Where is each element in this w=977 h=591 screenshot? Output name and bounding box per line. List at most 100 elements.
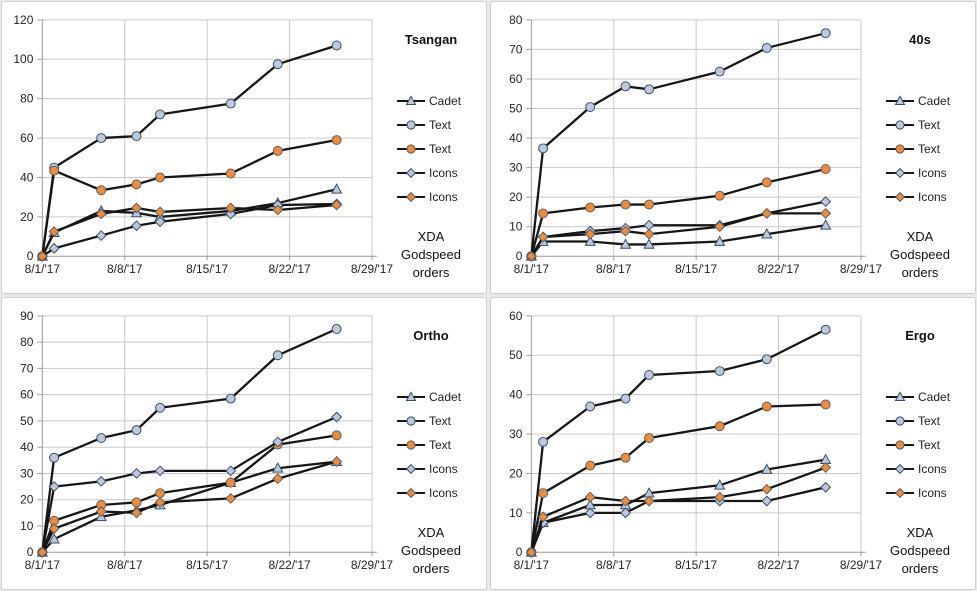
y-tick-label: 40 (20, 170, 34, 184)
legend-diamond-icon (397, 191, 425, 203)
y-tick-label: 50 (509, 348, 523, 362)
legend-item-icons-blue: Icons (885, 161, 950, 185)
x-tick-label: 8/1/'17 (514, 558, 550, 572)
footnote-line: XDA (906, 229, 934, 244)
y-tick-label: 100 (13, 52, 33, 66)
footnote-line: orders (901, 265, 939, 280)
legend-circle-icon (886, 120, 914, 130)
legend-label: Icons (429, 462, 458, 476)
x-tick-label: 8/22/'17 (758, 558, 800, 572)
legend-circle-icon (397, 144, 425, 154)
y-tick-label: 90 (20, 309, 34, 323)
legend-triangle-icon (886, 95, 914, 105)
chart-panel-40s[interactable]: 0 10 20 30 40 50 60 70 80 8/1/'17 8/8/'17 8/15/'17 8… (490, 1, 976, 294)
tsangan-plot-area: 0 20 40 60 80 100 120 8/1/'17 8/8/'17 8/15/'17 8/2… (13, 13, 393, 276)
legend-item-icons-blue: Icons (885, 457, 950, 481)
y-tick-label: 120 (13, 13, 33, 27)
x-tick-label: 8/15/'17 (675, 558, 717, 572)
chart-footnote: XDA Godspeed orders (867, 228, 973, 282)
legend-label: Text (429, 118, 452, 132)
legend-label: Icons (429, 166, 458, 180)
legend-item-icons-blue: Icons (396, 161, 461, 185)
y-tick-label: 10 (509, 506, 523, 520)
legend-label: Text (429, 414, 452, 428)
legend-diamond-icon (397, 167, 425, 179)
series-text-orange (37, 430, 342, 558)
x-tick-label: 8/1/'17 (25, 558, 61, 572)
series-icons-orange (525, 207, 832, 262)
legend-diamond-icon (886, 463, 914, 475)
legend-diamond-icon (397, 463, 425, 475)
chart-footnote: XDA Godspeed orders (378, 524, 484, 578)
x-tick-label: 8/8/'17 (107, 558, 143, 572)
x-tick-label: 8/8/'17 (596, 262, 632, 276)
y-tick-label: 0 (516, 545, 523, 559)
chart-title: Tsangan (404, 32, 458, 47)
legend-label: Text (918, 142, 941, 156)
legend-label: Text (918, 414, 941, 428)
legend-item-icons-blue: Icons (396, 457, 461, 481)
chart-panel-ortho[interactable]: 0 10 20 30 40 50 60 70 80 90 8/1/'17 8/8/'17 8/15/'1… (1, 297, 487, 590)
legend-label: Cadet (918, 94, 951, 108)
y-tick-label: 20 (20, 493, 34, 507)
legend-label: Icons (918, 166, 947, 180)
legend-circle-icon (397, 416, 425, 426)
legend-diamond-icon (397, 487, 425, 499)
legend-label: Cadet (918, 390, 951, 404)
legend-diamond-icon (886, 167, 914, 179)
y-tick-label: 0 (27, 249, 34, 263)
legend-circle-icon (886, 144, 914, 154)
y-tick-label: 40 (509, 131, 523, 145)
gridlines (531, 19, 862, 257)
chart-title: 40s (909, 32, 931, 47)
x-tick-label: 8/15/'17 (186, 262, 228, 276)
gridlines (42, 19, 373, 257)
legend-item-text-orange: Text (396, 137, 461, 161)
legend: Cadet Text Text Icons Icons (885, 385, 950, 505)
series-icons-orange (36, 199, 343, 262)
legend-item-cadet-blue: Cadet (396, 89, 461, 113)
chart-footnote: XDA Godspeed orders (378, 228, 484, 282)
legend-triangle-icon (886, 391, 914, 401)
y-tick-label: 20 (20, 210, 34, 224)
tsangan-side-column: Tsangan Cadet Text Text Icons Icons XDA Gods… (378, 2, 484, 293)
gridlines (531, 315, 862, 553)
legend-item-text-blue: Text (396, 113, 461, 137)
legend-item-cadet-blue: Cadet (885, 385, 950, 409)
y-tick-label: 30 (509, 427, 523, 441)
ortho-side-column: Ortho Cadet Text Text Icons Icons XDA Godspe… (378, 298, 484, 589)
legend-label: Icons (918, 486, 947, 500)
footnote-line: XDA (417, 229, 445, 244)
chart-panel-tsangan[interactable]: 0 20 40 60 80 100 120 8/1/'17 8/8/'17 8/15/'17 8/2… (1, 1, 487, 294)
y-tick-label: 40 (509, 388, 523, 402)
y-tick-label: 60 (509, 72, 523, 86)
legend-circle-icon (886, 440, 914, 450)
x-tick-label: 8/22/'17 (269, 558, 311, 572)
footnote-line: XDA (906, 525, 934, 540)
legend-item-text-orange: Text (885, 433, 950, 457)
chart-title: Ergo (905, 328, 935, 343)
40s-side-column: 40s Cadet Text Text Icons Icons XDA Godspeed… (867, 2, 973, 293)
x-tick-label: 8/1/'17 (514, 262, 550, 276)
y-tick-label: 20 (509, 466, 523, 480)
chart-footnote: XDA Godspeed orders (867, 524, 973, 578)
x-tick-label: 8/8/'17 (596, 558, 632, 572)
footnote-line: orders (412, 561, 450, 576)
y-tick-label: 80 (509, 13, 523, 27)
series-text-orange (526, 399, 831, 558)
series-icons-blue (525, 196, 832, 262)
x-tick-label: 8/29/'17 (840, 558, 882, 572)
legend-item-cadet-blue: Cadet (885, 89, 950, 113)
y-tick-label: 60 (20, 388, 34, 402)
x-tick-label: 8/29/'17 (351, 558, 393, 572)
legend-label: Icons (918, 462, 947, 476)
legend-label: Text (918, 438, 941, 452)
legend-circle-icon (886, 416, 914, 426)
40s-plot-area: 0 10 20 30 40 50 60 70 80 8/1/'17 8/8/'17 8/15/'17 8… (509, 13, 882, 276)
footnote-line: orders (412, 265, 450, 280)
x-tick-label: 8/22/'17 (758, 262, 800, 276)
chart-panel-ergo[interactable]: 0 10 20 30 40 50 60 8/1/'17 8/8/'17 8/15/'17 8/22/… (490, 297, 976, 590)
legend-item-text-blue: Text (885, 409, 950, 433)
y-tick-label: 20 (509, 190, 523, 204)
